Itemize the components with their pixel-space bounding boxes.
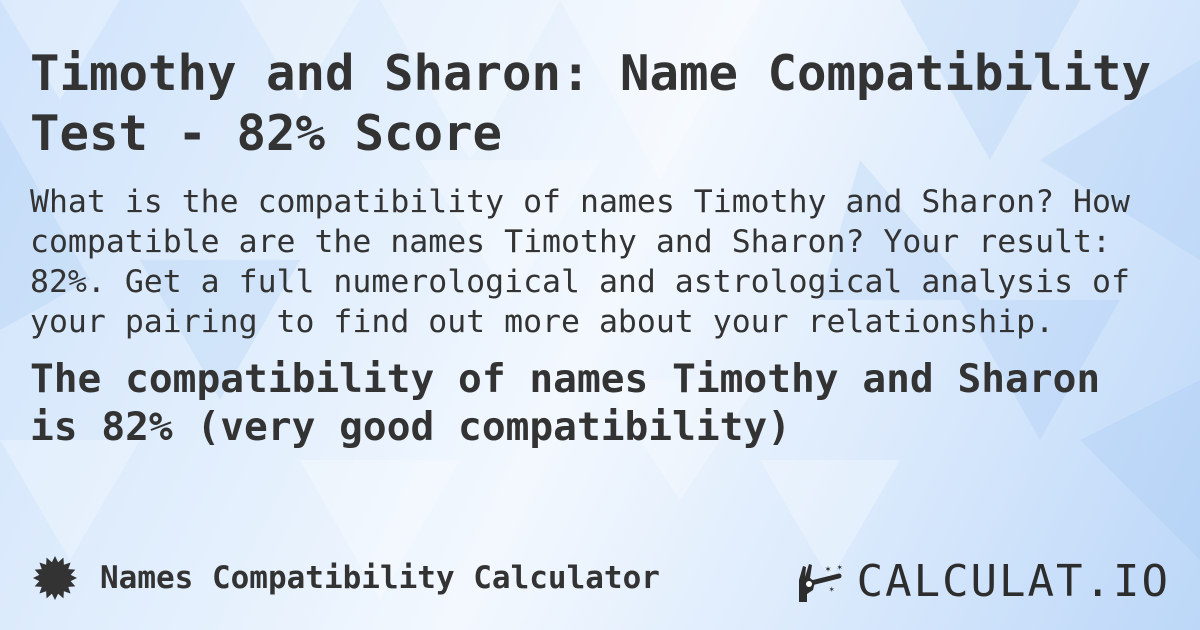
magic-wand-hand-icon: ✶ ✶ ✶ [798, 563, 843, 602]
svg-text:✶: ✶ [829, 585, 835, 595]
calculat-io-logo[interactable]: ✶ ✶ ✶ CALCULAT.IO [795, 556, 1170, 607]
page-title: Timothy and Sharon: Name Compatibility T… [30, 45, 1152, 162]
calculator-name: Names Compatibility Calculator [100, 560, 660, 596]
badge-seal-icon [33, 556, 77, 600]
description: What is the compatibility of names Timot… [30, 184, 1130, 340]
svg-text:✶: ✶ [837, 563, 843, 573]
calculator-link[interactable]: Names Compatibility Calculator [32, 555, 660, 601]
result-heading: The compatibility of names Timothy and S… [30, 356, 1101, 450]
svg-text:✶: ✶ [825, 564, 831, 575]
logo-text: CALCULAT.IO [856, 556, 1170, 607]
